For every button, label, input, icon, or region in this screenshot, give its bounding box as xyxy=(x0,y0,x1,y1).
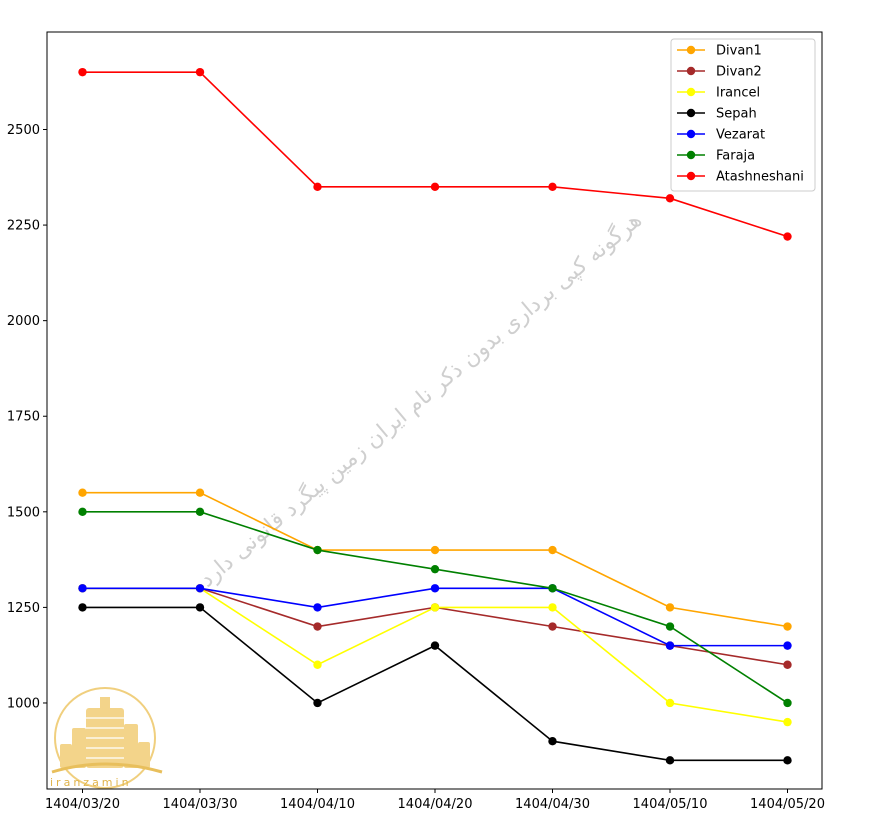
data-point xyxy=(313,622,322,631)
legend-label: Irancel xyxy=(716,86,760,101)
data-point xyxy=(313,660,322,669)
series-sepah xyxy=(78,603,792,765)
data-point xyxy=(78,584,87,593)
legend-swatch-marker xyxy=(686,129,696,139)
series-irancel xyxy=(78,584,792,727)
data-point xyxy=(313,698,322,708)
legend-swatch-marker xyxy=(686,45,696,55)
logo-building-lines xyxy=(86,717,124,759)
y-tick-label: 2000 xyxy=(7,314,40,329)
y-tick-label: 2250 xyxy=(7,219,40,234)
data-point xyxy=(313,603,322,612)
x-tick-label: 1404/05/10 xyxy=(633,797,708,812)
y-tick-label: 1250 xyxy=(7,601,40,616)
legend-label: Sepah xyxy=(716,107,757,122)
data-point xyxy=(783,698,792,708)
legend-label: Divan2 xyxy=(716,65,762,80)
legend-item: Sepah xyxy=(677,107,757,122)
legend-label: Vezarat xyxy=(716,128,765,143)
data-point xyxy=(78,507,87,517)
data-point xyxy=(430,182,440,192)
legend-swatch-marker xyxy=(686,150,696,160)
data-point xyxy=(78,488,87,497)
data-point xyxy=(430,641,440,650)
y-tick-label: 1750 xyxy=(7,410,40,425)
data-point xyxy=(195,507,205,517)
data-point xyxy=(78,603,87,612)
legend-item: Divan2 xyxy=(677,65,762,80)
y-tick-label: 1000 xyxy=(7,696,40,711)
x-axis: 1404/03/20 1404/03/30 1404/04/10 1404/04/20… xyxy=(45,789,825,812)
data-point xyxy=(783,660,792,669)
x-tick-label: 1404/03/30 xyxy=(163,797,238,812)
data-point xyxy=(548,545,557,555)
data-point xyxy=(783,717,792,727)
logo-text: iranzamin xyxy=(50,776,132,789)
data-point xyxy=(195,584,205,593)
data-point xyxy=(195,488,205,497)
data-point xyxy=(665,641,675,650)
series-vezarat xyxy=(78,584,792,650)
logo-swoosh xyxy=(51,762,163,774)
x-tick-label: 1404/04/30 xyxy=(515,797,590,812)
x-tick-label: 1404/04/20 xyxy=(398,797,473,812)
legend-item: Vezarat xyxy=(677,128,765,143)
legend: Divan1 Divan2 Irancel Sepah Vezarat Faraja Ata… xyxy=(670,38,816,192)
x-tick-label: 1404/05/20 xyxy=(750,797,825,812)
series-line xyxy=(82,606,788,762)
data-point xyxy=(430,603,440,612)
data-point xyxy=(665,622,675,631)
data-point xyxy=(78,67,87,77)
series-line xyxy=(82,587,788,666)
data-point xyxy=(548,737,557,746)
data-point xyxy=(430,545,440,555)
legend-item: Atashneshani xyxy=(677,170,804,185)
x-tick-label: 1404/04/10 xyxy=(280,797,355,812)
y-axis: 1000 1250 1500 1750 2000 2250 2500 xyxy=(7,123,47,711)
data-point xyxy=(548,603,557,612)
series-line xyxy=(82,587,788,647)
legend-item: Divan1 xyxy=(677,44,762,59)
y-tick-label: 1500 xyxy=(7,505,40,520)
series-layer xyxy=(78,67,792,765)
legend-swatch-marker xyxy=(686,108,696,118)
data-point xyxy=(783,622,792,631)
legend-box xyxy=(670,38,816,192)
iranzamin-logo: iranzamin xyxy=(50,687,163,789)
logo-ring xyxy=(54,687,156,789)
series-faraja xyxy=(78,507,792,708)
legend-label: Divan1 xyxy=(716,44,762,59)
data-point xyxy=(665,698,675,708)
legend-label: Faraja xyxy=(716,149,755,164)
watermark-text: هرگونه کپی برداری بدون ذکر نام ایران زمی… xyxy=(194,207,647,593)
data-point xyxy=(430,564,440,574)
data-point xyxy=(548,182,557,192)
data-point xyxy=(195,603,205,612)
legend-swatch-marker xyxy=(686,171,696,181)
legend-swatch-marker xyxy=(686,87,696,97)
series-divan2 xyxy=(78,584,792,669)
watermark: هرگونه کپی برداری بدون ذکر نام ایران زمی… xyxy=(194,207,647,593)
data-point xyxy=(665,194,675,203)
data-point xyxy=(313,182,322,192)
data-point xyxy=(783,232,792,241)
data-point xyxy=(548,584,557,593)
data-point xyxy=(665,756,675,765)
legend-swatch-marker xyxy=(686,66,696,76)
data-point xyxy=(195,67,205,77)
series-atashneshani xyxy=(78,67,792,241)
legend-item: Irancel xyxy=(677,86,760,101)
y-tick-label: 2500 xyxy=(7,123,40,138)
logo-buildings xyxy=(60,697,150,768)
legend-item: Faraja xyxy=(677,149,755,164)
data-point xyxy=(313,545,322,555)
data-point xyxy=(430,584,440,593)
data-point xyxy=(548,622,557,631)
data-point xyxy=(783,641,792,650)
data-point xyxy=(665,603,675,612)
x-tick-label: 1404/03/20 xyxy=(45,797,120,812)
legend-label: Atashneshani xyxy=(716,170,804,185)
data-point xyxy=(783,756,792,765)
